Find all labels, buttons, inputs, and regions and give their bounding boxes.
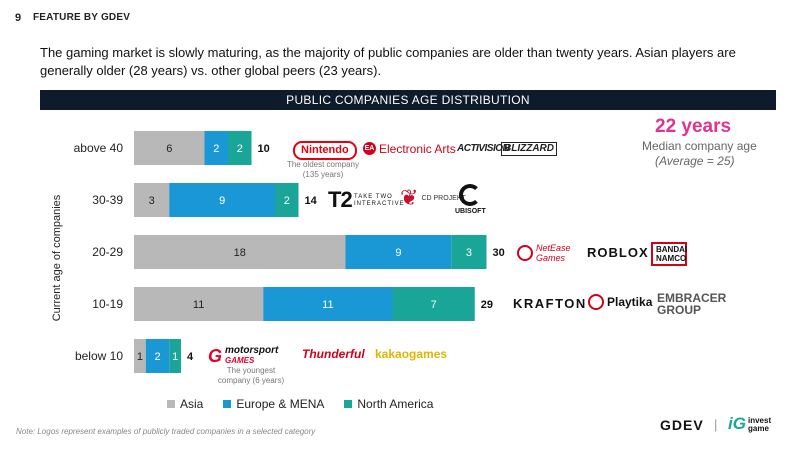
bar-10-19-asia xyxy=(134,287,264,321)
netease-ring-icon xyxy=(517,245,533,261)
bar-label-below-10-asia: 1 xyxy=(137,351,143,363)
bar-above-40-north-america xyxy=(228,131,252,165)
median-average: (Average = 25) xyxy=(655,154,735,168)
bar-label-10-19-asia: 11 xyxy=(193,299,204,311)
bar-20-29-north-america xyxy=(451,235,487,269)
legend-label-asia: Asia xyxy=(180,397,204,411)
invest-game-logo-text: invest game xyxy=(748,417,771,433)
invest-game-mark-icon: iG xyxy=(728,414,746,433)
motorsport-g-icon: G xyxy=(208,346,223,366)
blizzard-logo: BLIZZARD xyxy=(501,142,557,156)
legend: Asia Europe & MENA North America xyxy=(167,397,433,411)
nintendo-logo: Nintendo xyxy=(293,141,357,160)
electronic-arts-logo: EA Electronic Arts xyxy=(363,142,456,155)
bar-above-40-europe-mena xyxy=(204,131,228,165)
playtika-logo: Playtika xyxy=(588,294,652,310)
ubisoft-swirl-icon xyxy=(459,184,482,206)
take-two-logo-text: TAKE TWO INTERACTIVE xyxy=(354,194,405,207)
embracer-group-logo: EMBRACER GROUP xyxy=(657,291,727,317)
oldest-company-note: The oldest company (135 years) xyxy=(286,160,360,179)
cd-projekt-label: CD PROJEKT xyxy=(421,194,466,202)
bar-label-below-10-north-america: 1 xyxy=(172,351,178,363)
median-label: Median company age xyxy=(642,139,757,153)
activision-logo: ACTIVISION xyxy=(457,143,510,154)
gdev-brand-logo: GDEV xyxy=(660,417,704,433)
total-label-10-19: 29 xyxy=(481,299,493,311)
legend-swatch-europe-mena xyxy=(223,400,232,408)
bar-30-39-north-america xyxy=(275,183,299,217)
total-label-20-29: 30 xyxy=(493,247,505,259)
bar-30-39-europe-mena xyxy=(169,183,275,217)
bar-label-10-19-north-america: 7 xyxy=(431,299,437,311)
category-label-10-19: 10-19 xyxy=(92,297,123,311)
legend-item-north-america: North America xyxy=(344,397,433,411)
legend-item-europe-mena: Europe & MENA xyxy=(223,397,324,411)
bar-20-29-europe-mena xyxy=(345,235,452,269)
cd-projekt-bird-icon: ❦ xyxy=(400,185,419,210)
invest-game-line2: game xyxy=(748,424,769,433)
thunderful-logo: Thunderful xyxy=(302,347,365,361)
category-label-above-40: above 40 xyxy=(74,141,124,155)
youngest-company-note: The youngest company (6 years) xyxy=(217,366,285,385)
category-label-20-29: 20-29 xyxy=(92,245,123,259)
category-label-30-39: 30-39 xyxy=(92,193,123,207)
bar-label-30-39-north-america: 2 xyxy=(284,195,290,207)
total-label-above-40: 10 xyxy=(258,143,270,155)
total-label-below-10: 4 xyxy=(187,351,194,363)
bar-label-below-10-europe-mena: 2 xyxy=(154,351,160,363)
legend-label-north-america: North America xyxy=(357,397,434,411)
bar-label-above-40-europe-mena: 2 xyxy=(213,143,219,155)
bar-below-10-north-america xyxy=(169,339,181,373)
motorsport-label: motorsport xyxy=(225,345,279,356)
bar-10-19-europe-mena xyxy=(263,287,393,321)
bar-label-30-39-asia: 3 xyxy=(149,195,155,207)
chart-title: PUBLIC COMPANIES AGE DISTRIBUTION xyxy=(40,90,776,110)
bar-below-10-europe-mena xyxy=(145,339,170,373)
invest-game-line1: invest xyxy=(748,416,772,425)
t2-logo: T2 xyxy=(328,187,353,212)
legend-swatch-north-america xyxy=(344,400,353,408)
krafton-logo: KRAFTON xyxy=(513,296,587,311)
median-value: 22 years xyxy=(655,116,732,137)
kakao-games-logo: kakaogames xyxy=(375,347,448,361)
netease-label: NetEase Games xyxy=(536,243,571,263)
bar-label-10-19-europe-mena: 11 xyxy=(322,299,333,311)
bar-20-29-asia xyxy=(134,235,346,269)
bandai-namco-logo: BANDAI NAMCO xyxy=(651,242,687,266)
bar-30-39-asia xyxy=(134,183,170,217)
ea-badge-icon: EA xyxy=(363,142,376,155)
y-axis-label: Current age of companies xyxy=(51,194,63,321)
netease-logo: NetEase Games xyxy=(517,243,572,263)
bar-label-20-29-north-america: 3 xyxy=(466,247,472,259)
legend-label-europe-mena: Europe & MENA xyxy=(236,397,325,411)
bar-label-30-39-europe-mena: 9 xyxy=(219,195,225,207)
bar-label-20-29-asia: 18 xyxy=(234,247,246,259)
legend-swatch-asia xyxy=(167,400,175,408)
motorsport-games-logo: G motorsport GAMES xyxy=(208,346,278,366)
footnote: Note: Logos represent examples of public… xyxy=(16,427,316,436)
cd-projekt-logo: ❦ CD PROJEKT xyxy=(400,187,466,209)
brand-separator: | xyxy=(714,417,718,432)
electronic-arts-label: Electronic Arts xyxy=(379,141,456,156)
section-title: FEATURE BY GDEV xyxy=(33,12,131,23)
ubisoft-logo: UBISOFT xyxy=(455,184,486,215)
playtika-mark-icon xyxy=(588,294,604,310)
bar-below-10-asia xyxy=(134,339,146,373)
playtika-label: Playtika xyxy=(607,295,653,309)
total-label-30-39: 14 xyxy=(305,195,318,207)
intro-text: The gaming market is slowly maturing, as… xyxy=(40,45,736,78)
bar-label-above-40-asia: 6 xyxy=(166,143,172,155)
motorsport-games-label: GAMES xyxy=(225,356,255,365)
bar-label-above-40-north-america: 2 xyxy=(237,143,243,155)
roblox-logo: ROBLOX xyxy=(587,245,649,260)
bar-above-40-asia xyxy=(134,131,205,165)
category-label-below-10: below 10 xyxy=(75,349,123,363)
bar-label-20-29-europe-mena: 9 xyxy=(395,247,401,259)
ubisoft-label: UBISOFT xyxy=(455,208,486,215)
bar-10-19-north-america xyxy=(392,287,475,321)
legend-item-asia: Asia xyxy=(167,397,203,411)
motorsport-text: motorsport GAMES xyxy=(225,346,278,366)
page-number: 9 xyxy=(15,12,22,24)
